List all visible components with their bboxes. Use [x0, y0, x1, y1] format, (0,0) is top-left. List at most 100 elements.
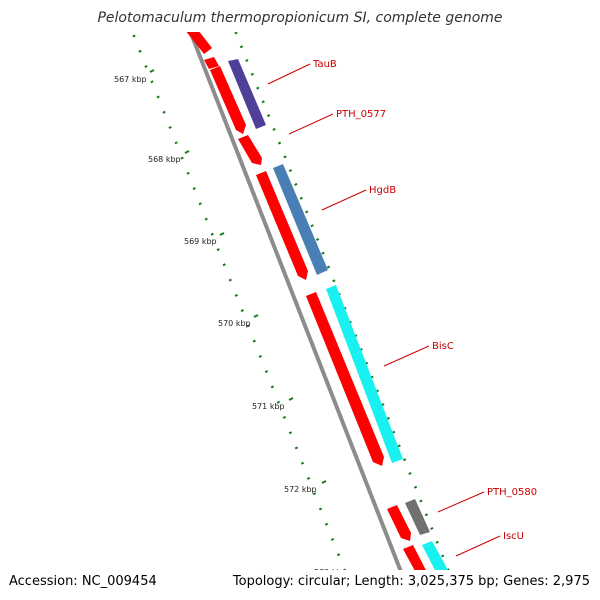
cds-arrow-5[interactable]	[256, 171, 308, 280]
minor-tick	[180, 156, 184, 160]
minor-tick	[256, 86, 260, 90]
minor-tick	[336, 553, 341, 557]
tick-label-570: 570 kbp	[218, 319, 251, 328]
minor-tick	[294, 182, 298, 186]
minor-tick	[138, 49, 142, 53]
minor-tick	[332, 279, 336, 283]
major-tick-570	[253, 314, 259, 318]
minor-tick	[198, 202, 202, 206]
minor-tick	[252, 339, 256, 343]
gene-label-bisc[interactable]: BisC	[432, 341, 454, 352]
minor-tick	[246, 324, 250, 328]
gene-label-taub[interactable]: TauB	[312, 59, 337, 70]
tick-label-572: 572 kbp	[284, 485, 317, 494]
leader-pth-0580	[437, 491, 485, 513]
genome-summary-text: Topology: circular; Length: 3,025,375 bp…	[232, 574, 590, 589]
minor-tick	[168, 126, 172, 129]
tick-label-571: 571 kbp	[252, 402, 285, 411]
minor-tick	[441, 554, 445, 558]
leader-bisc	[383, 345, 430, 367]
minor-tick	[216, 248, 220, 252]
minor-tick	[430, 527, 434, 530]
tick-label-573: 573 kbp	[314, 568, 347, 577]
tick-label-567: 567 kbp	[114, 75, 147, 84]
cds-arrow-6[interactable]	[306, 292, 384, 466]
cds-arrow-2[interactable]	[204, 57, 219, 69]
minor-tick	[261, 100, 265, 104]
minor-tick	[408, 472, 412, 475]
cds-arrow-4[interactable]	[238, 135, 262, 165]
minor-tick	[315, 238, 320, 241]
leader-hgdb	[321, 189, 367, 211]
gene-label-hgdb[interactable]: HgdB	[369, 185, 396, 196]
cds-arrow-8[interactable]	[403, 545, 430, 582]
minor-tick	[277, 141, 282, 145]
feature-taub[interactable]	[228, 59, 266, 129]
minor-tick	[294, 446, 299, 450]
minor-tick	[132, 34, 136, 38]
minor-tick	[228, 278, 232, 282]
minor-tick	[239, 45, 244, 49]
outer-tick-track	[234, 32, 460, 598]
minor-tick	[156, 95, 160, 99]
minor-tick	[288, 169, 293, 173]
minor-tick	[458, 597, 460, 598]
minor-tick	[162, 110, 166, 114]
cds-arrow-3[interactable]	[210, 66, 246, 134]
minor-tick	[144, 65, 148, 68]
minor-tick	[288, 431, 293, 435]
minor-tick	[397, 444, 401, 448]
minor-tick	[318, 507, 323, 511]
feature-iscu[interactable]	[422, 541, 448, 574]
minor-tick	[192, 187, 196, 191]
feature-pth-0580[interactable]	[405, 499, 430, 535]
gene-label-pth-0580[interactable]: PTH_0580	[487, 487, 537, 498]
gene-label-iscu[interactable]: IscU	[503, 531, 524, 542]
inner-tick-track	[132, 34, 347, 570]
minor-tick	[245, 59, 249, 62]
minor-tick	[424, 513, 429, 517]
minor-tick	[305, 210, 309, 214]
page-title: Pelotomaculum thermopropionicum SI, comp…	[97, 10, 503, 26]
major-tick-568	[184, 150, 190, 154]
gene-label-pth-0577[interactable]: PTH_0577	[336, 109, 386, 120]
minor-tick	[210, 232, 214, 236]
minor-tick	[204, 217, 208, 221]
minor-tick	[234, 293, 238, 297]
minor-tick	[419, 499, 423, 503]
minor-tick	[402, 458, 407, 462]
minor-tick	[435, 540, 439, 544]
minor-tick	[283, 155, 287, 159]
minor-tick	[446, 568, 450, 570]
minor-tick	[264, 370, 269, 374]
minor-tick	[312, 492, 317, 496]
minor-tick	[299, 196, 303, 200]
minor-tick	[282, 415, 287, 419]
minor-tick	[326, 265, 331, 269]
leader-pth-0577	[288, 113, 334, 135]
minor-tick	[250, 72, 254, 76]
feature-bisc[interactable]	[326, 285, 403, 463]
cds-arrow-1[interactable]	[185, 26, 212, 54]
minor-tick	[240, 309, 244, 313]
feature-hgdb[interactable]	[273, 164, 328, 275]
minor-tick	[413, 485, 418, 489]
minor-tick	[150, 80, 154, 84]
major-tick-572	[321, 480, 327, 484]
major-tick-567	[149, 69, 155, 73]
minor-tick	[258, 354, 262, 358]
minor-tick	[234, 32, 238, 35]
cds-arrow-7[interactable]	[387, 505, 411, 541]
minor-tick	[270, 385, 275, 389]
minor-tick	[330, 538, 335, 541]
minor-tick	[186, 171, 190, 175]
minor-tick	[266, 114, 271, 118]
accession-text: Accession: NC_009454	[9, 574, 157, 589]
tick-label-568: 568 kbp	[148, 155, 181, 164]
minor-tick	[174, 141, 178, 145]
major-tick-571	[288, 397, 294, 401]
genome-backbone	[188, 32, 403, 570]
leader-iscu	[455, 535, 501, 557]
major-tick-569	[219, 232, 225, 236]
